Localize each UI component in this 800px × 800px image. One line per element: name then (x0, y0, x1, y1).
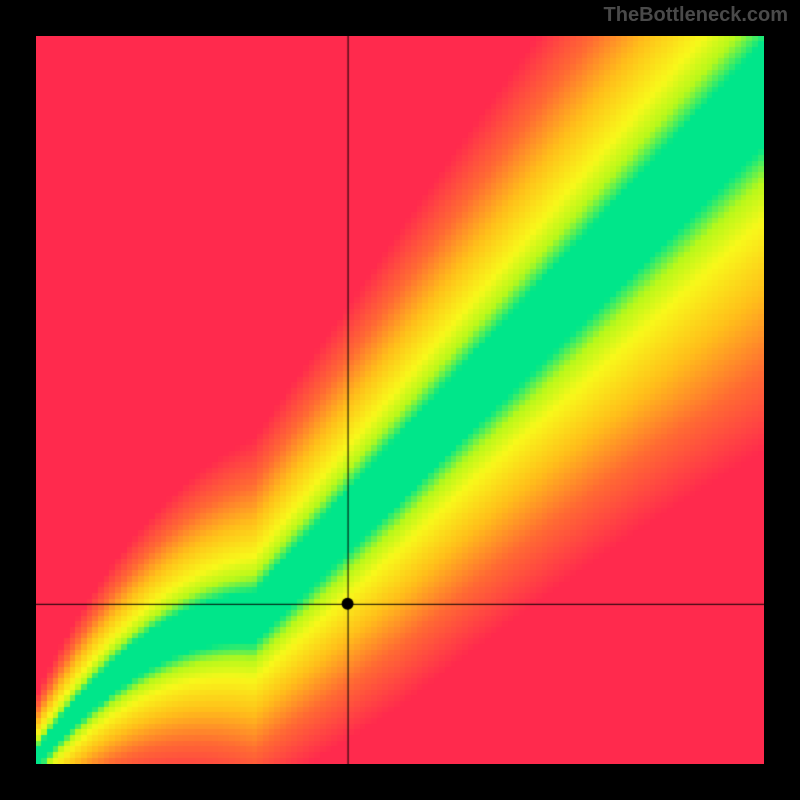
bottleneck-heatmap (36, 36, 764, 764)
attribution-text: TheBottleneck.com (604, 4, 788, 27)
chart-frame: TheBottleneck.com (0, 0, 800, 800)
